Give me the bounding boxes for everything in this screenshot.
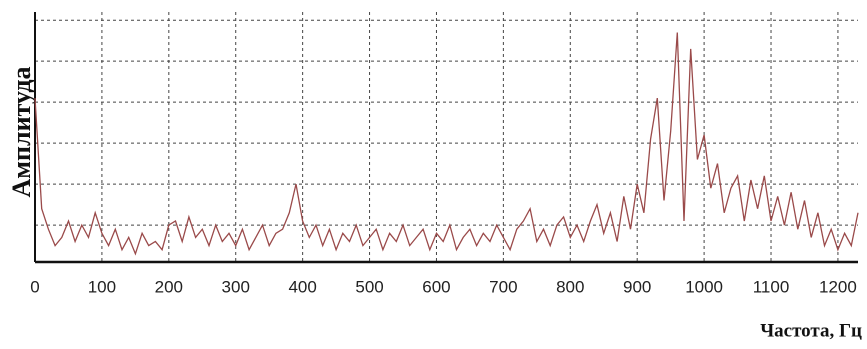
x-tick-label: 100 [88, 277, 116, 296]
x-tick-label: 1000 [685, 277, 723, 296]
x-tick-label: 700 [489, 277, 517, 296]
x-tick-label: 600 [422, 277, 450, 296]
x-tick-label: 1100 [753, 277, 790, 296]
x-axis-title: Частота, Гц [760, 320, 862, 341]
x-tick-label: 200 [155, 277, 183, 296]
y-axis-title: Амплитуда [7, 67, 36, 198]
x-tick-label: 900 [623, 277, 651, 296]
x-tick-label: 400 [288, 277, 316, 296]
x-tick-label: 500 [355, 277, 383, 296]
x-tick-label: 300 [222, 277, 250, 296]
x-tick-label: 1200 [819, 277, 857, 296]
x-tick-label: 0 [30, 277, 39, 296]
spectrum-line [34, 32, 859, 256]
x-tick-label: 800 [556, 277, 584, 296]
